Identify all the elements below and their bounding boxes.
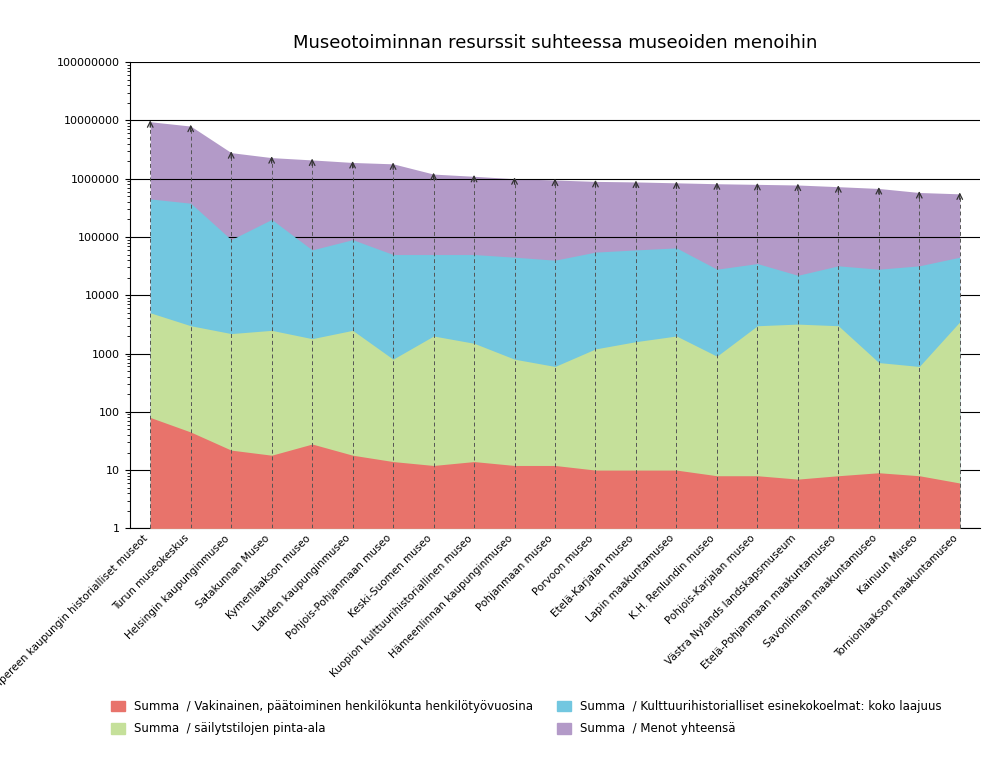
Legend: Summa  / Vakinainen, päätoiminen henkilökunta henkilötyövuosina, Summa  / säilyt: Summa / Vakinainen, päätoiminen henkilök… [106, 695, 947, 740]
Title: Museotoiminnan resurssit suhteessa museoiden menoihin: Museotoiminnan resurssit suhteessa museo… [293, 34, 817, 52]
